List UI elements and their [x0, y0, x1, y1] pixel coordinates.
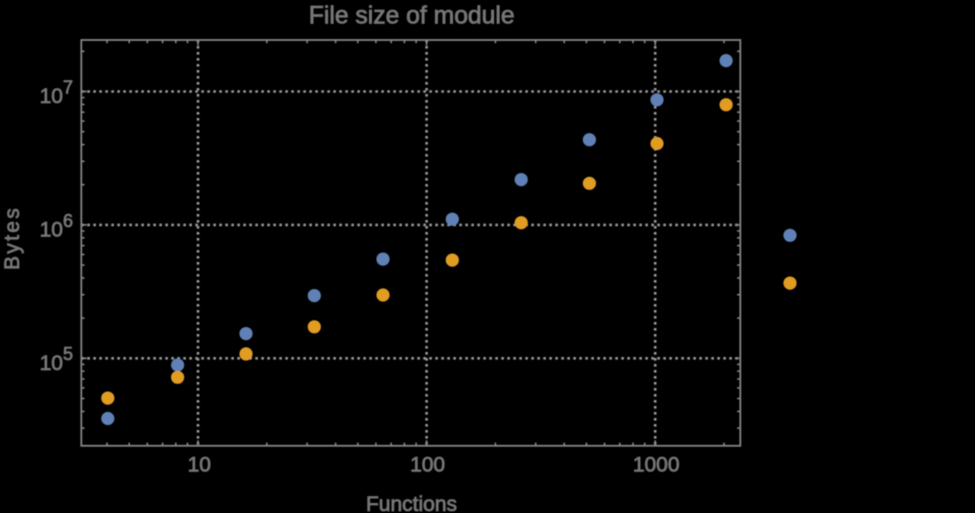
svg-text:Bytes: Bytes [1, 206, 24, 270]
svg-text:10: 10 [188, 453, 211, 476]
svg-text:100: 100 [410, 453, 445, 476]
svg-text:1000: 1000 [633, 453, 680, 476]
svg-text:Functions: Functions [366, 493, 457, 513]
svg-text:File size of module: File size of module [309, 3, 515, 30]
